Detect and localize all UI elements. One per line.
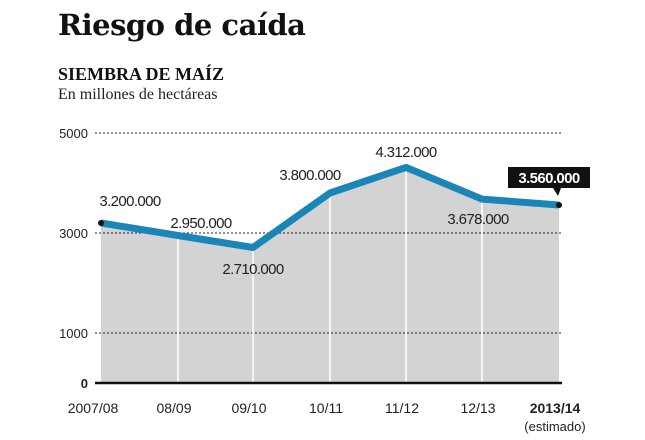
data-label: 2.950.000 — [170, 215, 232, 232]
highlight-label: 3.560.000 — [518, 170, 580, 187]
x-tick-label: 11/12 — [385, 400, 419, 416]
data-label: 2.710.000 — [222, 261, 284, 278]
page-title: Riesgo de caída — [58, 8, 306, 42]
data-label: 4.312.000 — [375, 144, 437, 161]
chart-unit: En millones de hectáreas — [58, 86, 218, 103]
x-tick-label: 08/09 — [156, 400, 191, 416]
x-tick-label: 2007/08 — [68, 400, 119, 416]
x-tick-note: (estimado) — [524, 419, 585, 434]
data-point — [98, 220, 104, 226]
x-tick-label: 09/10 — [231, 400, 266, 416]
x-tick-label: 2013/14 — [530, 400, 581, 416]
y-tick-label: 5000 — [59, 126, 88, 141]
data-label: 3.678.000 — [447, 211, 509, 228]
y-tick-label: 0 — [81, 376, 88, 391]
x-tick-label: 12/13 — [460, 400, 495, 416]
highlight-badge — [508, 167, 590, 188]
series-line — [100, 163, 560, 251]
data-label: 3.200.000 — [99, 193, 161, 210]
data-label: 3.800.000 — [279, 167, 341, 184]
x-tick-label: 10/11 — [309, 400, 343, 416]
data-point — [556, 202, 562, 208]
chart-subtitle: SIEMBRA DE MAÍZ — [58, 64, 225, 84]
badge-pointer — [553, 188, 561, 196]
y-tick-label: 3000 — [59, 226, 88, 241]
y-tick-label: 1000 — [59, 326, 88, 341]
